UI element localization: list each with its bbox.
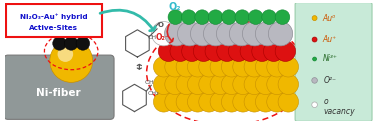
Circle shape: [187, 57, 208, 77]
Circle shape: [165, 74, 185, 95]
Circle shape: [263, 41, 284, 61]
Circle shape: [181, 10, 196, 24]
Circle shape: [262, 10, 276, 24]
Circle shape: [256, 21, 280, 46]
Circle shape: [199, 74, 219, 95]
Circle shape: [153, 92, 174, 112]
Text: vacancy: vacancy: [323, 107, 355, 116]
Circle shape: [53, 37, 66, 50]
Circle shape: [165, 57, 185, 77]
Circle shape: [244, 57, 265, 77]
Text: Active-Sites: Active-Sites: [29, 25, 78, 31]
Circle shape: [222, 57, 242, 77]
Circle shape: [210, 57, 231, 77]
Circle shape: [233, 57, 253, 77]
Circle shape: [312, 102, 318, 108]
Circle shape: [312, 16, 317, 21]
Circle shape: [203, 21, 228, 46]
Circle shape: [248, 10, 263, 24]
Circle shape: [50, 40, 93, 82]
Circle shape: [178, 21, 202, 46]
FancyBboxPatch shape: [4, 55, 114, 119]
Text: O₂⁻: O₂⁻: [156, 33, 170, 41]
Text: O²⁻: O²⁻: [323, 76, 336, 85]
Text: Ni₂O₃-Au⁺ hybrid: Ni₂O₃-Au⁺ hybrid: [20, 13, 87, 20]
Circle shape: [153, 57, 174, 77]
Circle shape: [222, 10, 236, 24]
Circle shape: [195, 10, 209, 24]
Circle shape: [235, 10, 249, 24]
Circle shape: [153, 74, 174, 95]
Text: Au⁺: Au⁺: [323, 35, 337, 44]
Circle shape: [268, 21, 293, 46]
FancyBboxPatch shape: [295, 3, 372, 121]
Circle shape: [312, 78, 318, 83]
Circle shape: [252, 41, 272, 61]
Circle shape: [210, 74, 231, 95]
Circle shape: [275, 10, 290, 24]
Circle shape: [233, 92, 253, 112]
Circle shape: [240, 41, 260, 61]
Circle shape: [228, 41, 249, 61]
Circle shape: [267, 57, 287, 77]
Circle shape: [64, 37, 78, 50]
Circle shape: [313, 57, 316, 61]
Circle shape: [233, 74, 253, 95]
Circle shape: [217, 41, 237, 61]
Circle shape: [168, 10, 183, 24]
Circle shape: [244, 74, 265, 95]
Circle shape: [222, 74, 242, 95]
Text: O₂: O₂: [169, 2, 181, 12]
Circle shape: [217, 21, 241, 46]
Circle shape: [256, 74, 276, 95]
Text: o: o: [323, 97, 328, 106]
Text: OH: OH: [144, 80, 154, 85]
Text: Ni-fiber: Ni-fiber: [36, 88, 81, 98]
Circle shape: [278, 57, 299, 77]
Circle shape: [165, 92, 185, 112]
Circle shape: [208, 10, 223, 24]
Text: CH: CH: [147, 35, 156, 40]
Circle shape: [275, 41, 296, 61]
Text: Ni³⁺: Ni³⁺: [322, 55, 337, 63]
Circle shape: [164, 21, 189, 46]
Circle shape: [57, 46, 73, 62]
Circle shape: [205, 41, 226, 61]
Circle shape: [244, 92, 265, 112]
Circle shape: [191, 21, 215, 46]
Circle shape: [199, 57, 219, 77]
Circle shape: [242, 21, 267, 46]
Circle shape: [176, 74, 197, 95]
Circle shape: [176, 92, 197, 112]
Circle shape: [176, 57, 197, 77]
Circle shape: [152, 21, 176, 46]
Circle shape: [170, 41, 191, 61]
Circle shape: [210, 92, 231, 112]
Circle shape: [187, 74, 208, 95]
Circle shape: [76, 37, 90, 50]
Circle shape: [182, 41, 202, 61]
Circle shape: [199, 92, 219, 112]
Circle shape: [267, 92, 287, 112]
Circle shape: [222, 92, 242, 112]
Circle shape: [256, 57, 276, 77]
Circle shape: [278, 92, 299, 112]
Circle shape: [158, 41, 179, 61]
FancyBboxPatch shape: [6, 4, 102, 37]
Circle shape: [278, 74, 299, 95]
Circle shape: [194, 41, 214, 61]
Circle shape: [312, 37, 317, 42]
Circle shape: [267, 74, 287, 95]
Circle shape: [256, 92, 276, 112]
Text: CH₂: CH₂: [147, 91, 159, 96]
Circle shape: [187, 92, 208, 112]
Text: Au⁰: Au⁰: [323, 14, 336, 23]
Circle shape: [229, 21, 254, 46]
Text: O: O: [158, 22, 164, 28]
